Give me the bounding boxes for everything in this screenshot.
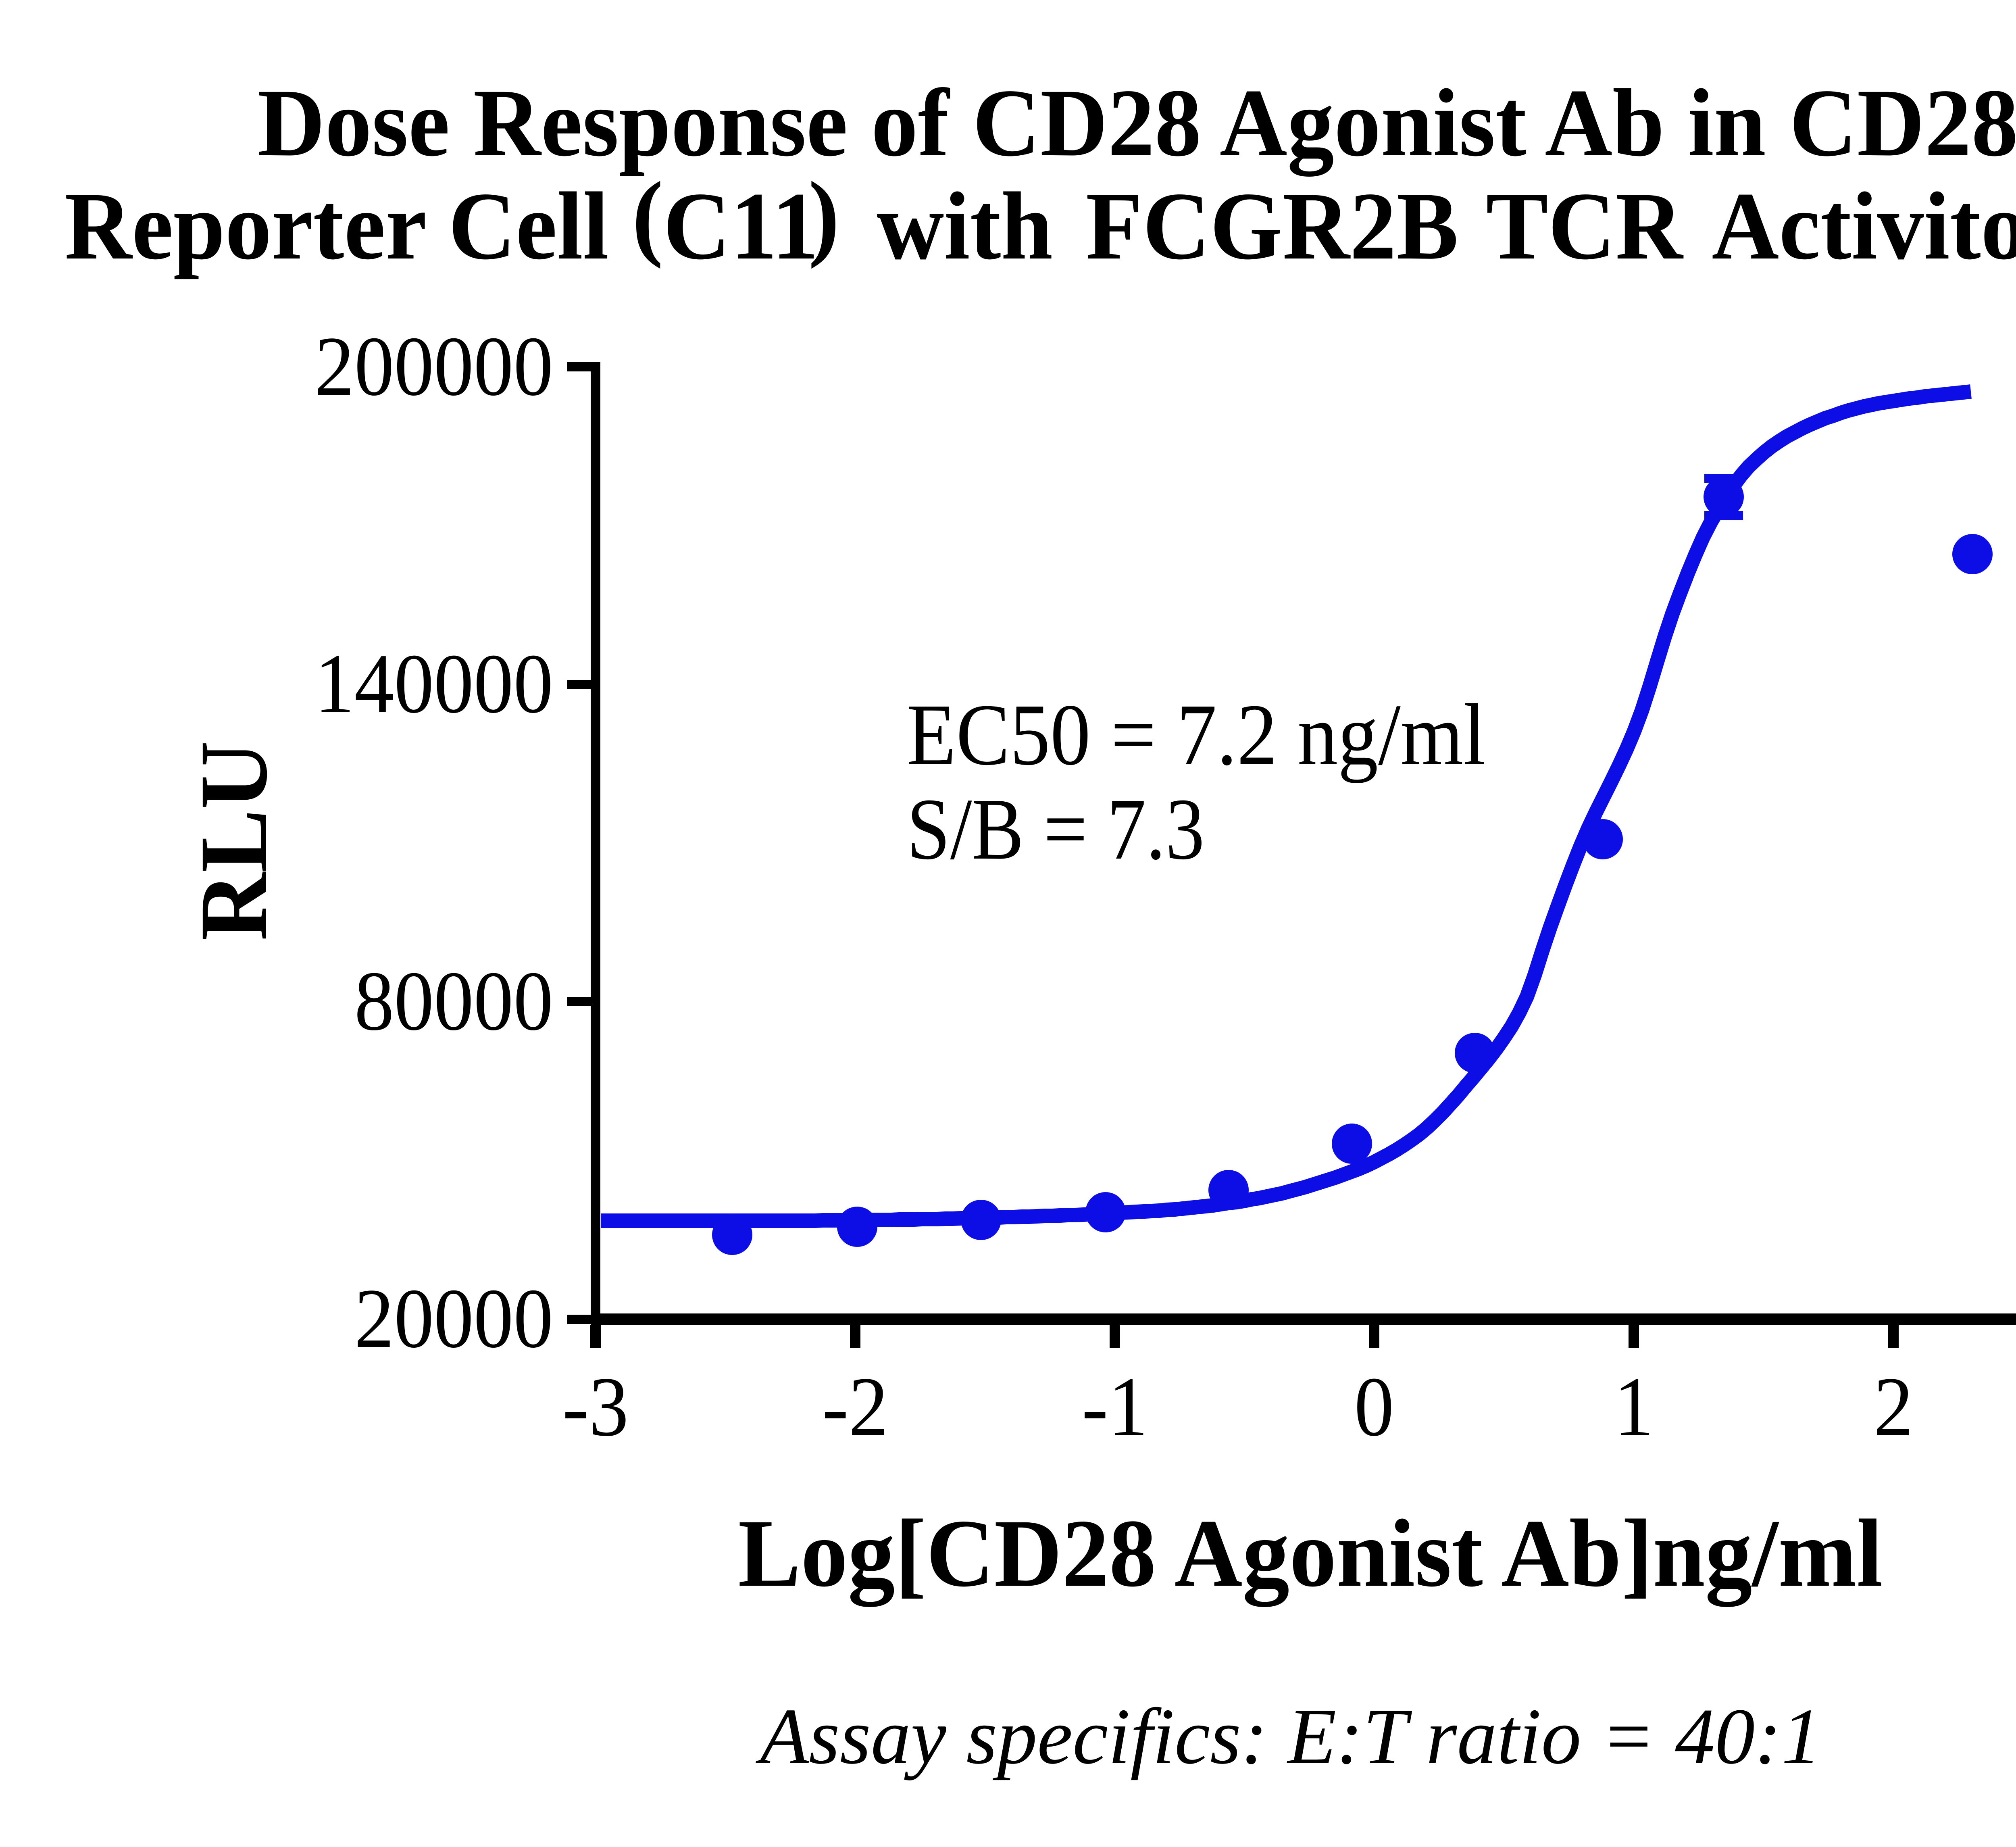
svg-text:S/B = 7.3: S/B = 7.3 <box>907 780 1204 878</box>
svg-text:200000: 200000 <box>314 319 553 413</box>
svg-text:140000: 140000 <box>314 637 553 731</box>
svg-text:Dose Response of CD28 Agonist: Dose Response of CD28 Agonist Ab in CD28… <box>257 70 2016 177</box>
svg-text:-2: -2 <box>822 1360 888 1454</box>
svg-text:Log[CD28 Agonist Ab]ng/ml: Log[CD28 Agonist Ab]ng/ml <box>738 1500 1883 1607</box>
svg-text:EC50 = 7.2 ng/ml: EC50 = 7.2 ng/ml <box>907 686 1486 784</box>
svg-text:Assay specifics: E:T ratio = 4: Assay specifics: E:T ratio = 40:1 <box>756 1692 1821 1780</box>
svg-text:1: 1 <box>1614 1360 1654 1454</box>
svg-text:0: 0 <box>1354 1360 1394 1454</box>
svg-text:80000: 80000 <box>354 954 553 1048</box>
svg-text:20000: 20000 <box>354 1272 553 1365</box>
svg-text:-3: -3 <box>562 1360 629 1454</box>
svg-text:Reporter Cell(C11) with FCGR2B: Reporter Cell (C11) with FCGR2B TCR Activ… <box>65 162 2016 279</box>
svg-text:-1: -1 <box>1082 1360 1148 1454</box>
svg-text:RLU: RLU <box>180 741 287 941</box>
svg-text:2: 2 <box>1874 1360 1914 1454</box>
